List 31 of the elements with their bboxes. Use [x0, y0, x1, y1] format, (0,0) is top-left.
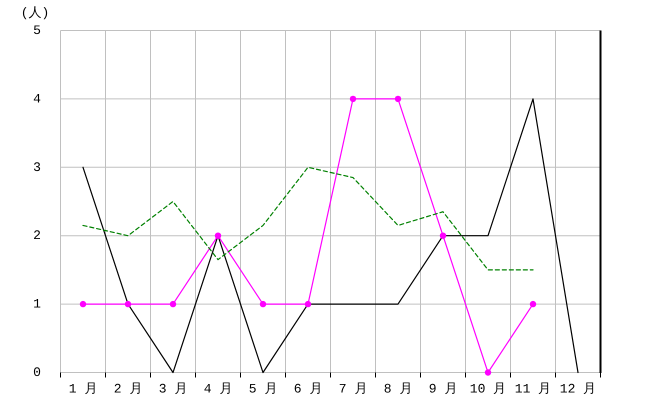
point [350, 96, 356, 102]
line-series [82, 166, 534, 270]
point [484, 369, 492, 376]
x-tick-label: 1 月 [68, 382, 98, 396]
x-tick-label: 11 月 [514, 382, 552, 396]
x-tick-label: 3 月 [158, 382, 188, 396]
point [124, 300, 132, 308]
x-tick-label: 9 月 [428, 382, 458, 396]
point [214, 232, 222, 239]
x-tick-label: 8 月 [384, 382, 412, 396]
x-tick-label: 6 月 [294, 382, 322, 396]
x-tick-label: 12 月 [560, 382, 596, 396]
point [530, 300, 536, 308]
y-tick-label: 4 [33, 91, 42, 106]
x-tick-label: 10 月 [470, 382, 506, 396]
y-axis-title: (人) [20, 6, 50, 20]
y-tick-label: 3 [33, 160, 41, 175]
point [440, 232, 446, 239]
x-tick-label: 2 月 [114, 382, 142, 396]
y-tick-label: 0 [33, 365, 41, 380]
point [260, 300, 266, 308]
x-tick-label: 7 月 [338, 382, 368, 396]
point [304, 300, 312, 308]
y-tick-label: 2 [33, 228, 41, 244]
y-tick-label: 1 [33, 296, 42, 312]
point [80, 300, 86, 308]
x-tick-label: 4 月 [204, 382, 232, 396]
y-tick-label: 5 [33, 23, 41, 38]
point [394, 96, 402, 102]
x-tick-label: 5 月 [248, 382, 278, 396]
point [170, 300, 176, 308]
